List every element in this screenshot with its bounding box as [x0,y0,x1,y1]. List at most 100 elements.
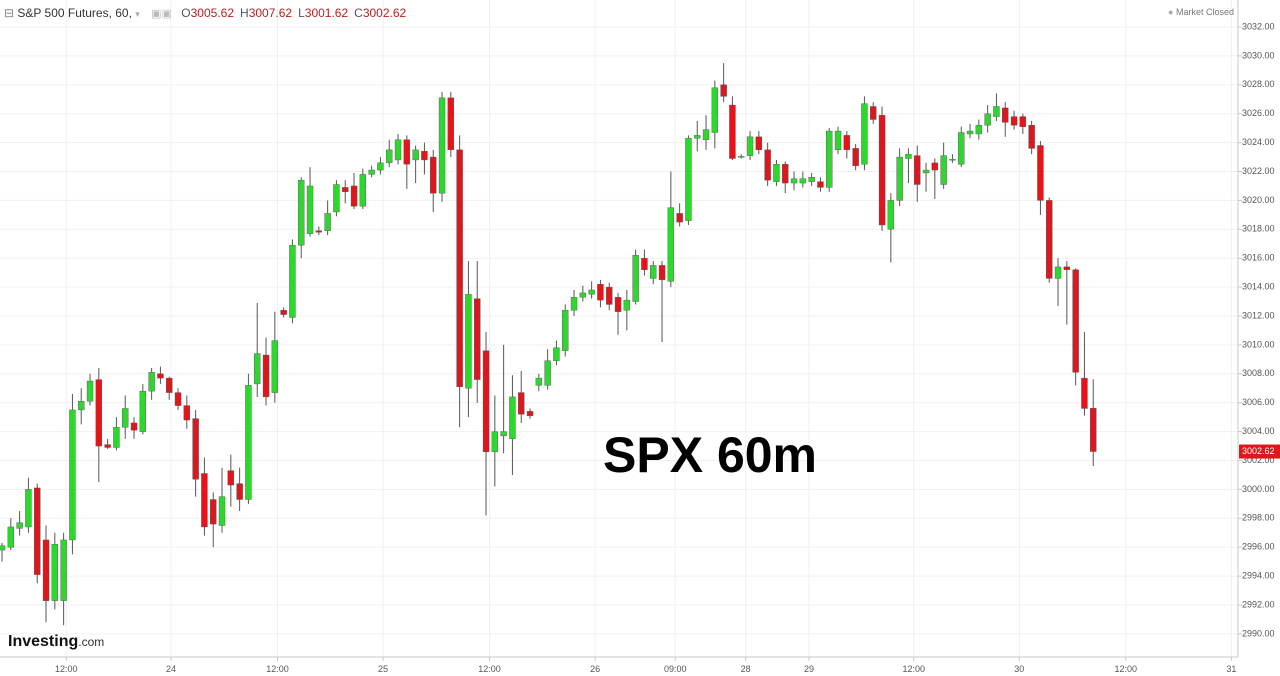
candle-body [949,159,956,161]
candle-body [544,360,551,386]
candle-body [738,156,745,158]
candle-body [658,265,666,281]
y-tick-label: 3024.00 [1242,137,1275,147]
candle-body [122,408,129,428]
candle-body [95,379,103,447]
candle-body [474,298,481,380]
candle-body [333,184,340,213]
status-text: Market Closed [1175,7,1234,17]
candle-body [166,377,173,393]
candle-body [922,169,930,174]
y-tick-label: 3012.00 [1242,310,1275,320]
y-tick-label: 3016.00 [1242,253,1275,263]
y-tick-label: 3026.00 [1242,108,1275,118]
market-status: ● Market Closed [1168,7,1234,17]
candle-body [896,156,903,201]
ohlc-key: H [240,6,249,20]
candle-body [535,377,543,386]
candle-body [958,132,965,165]
candle-body [447,97,455,151]
logo-suffix: .com [78,635,104,649]
y-tick-label: 3014.00 [1242,281,1275,291]
settings-icons[interactable]: ▣▣ [151,8,172,20]
candle-body [139,390,147,432]
candle-body [262,354,270,398]
candle-body [526,411,534,416]
candle-body [113,427,120,448]
candle-body [342,187,349,192]
candle-body [1063,266,1071,270]
candle-body [1002,107,1009,123]
x-tick-label: 12:00 [1115,664,1138,674]
candle-body [852,148,859,166]
candle-body [931,162,939,171]
candle-body [289,245,296,318]
price-tag-label: 3002.62 [1242,446,1275,456]
candle-body [914,155,921,185]
candle-body [579,292,587,298]
candle-body [1028,125,1035,149]
x-tick-label: 12:00 [55,664,78,674]
candle-body [746,136,754,156]
candle-body [430,156,437,194]
candle-body [790,178,798,184]
candle-body [562,310,569,351]
candle-body [456,149,463,388]
candle-body [500,431,507,437]
candle-body [843,135,851,151]
axes: 2990.00 2992.00 2994.00 2996.00 2998.00 3000.… [55,21,1280,674]
watermark: SPX 60m [603,427,817,483]
candle-body [614,297,622,312]
candle-body [887,200,895,230]
candle-body [623,299,631,311]
dropdown[interactable]: ▾ [135,9,140,19]
candle-body [570,297,578,311]
y-tick-label: 2992.00 [1242,599,1275,609]
x-tick-label: 25 [378,664,388,674]
x-tick-label: 24 [166,664,176,674]
y-tick-label: 3018.00 [1242,224,1275,234]
candle-body [78,401,85,411]
candle-body [412,149,419,161]
candle-body [729,104,736,159]
ohlc-value: 3005.62 [190,6,235,20]
candle-body [34,487,41,575]
x-tick-label: 26 [590,664,600,674]
x-tick-label: 31 [1226,664,1236,674]
candle-body [966,130,974,135]
y-tick-label: 3010.00 [1242,339,1275,349]
candle-body [227,470,235,486]
candle-body [905,153,912,159]
x-tick-label: 12:00 [478,664,501,674]
candle-body [482,350,490,453]
y-tick-label: 3030.00 [1242,50,1275,60]
collapse-icon[interactable]: ⊟ [4,6,15,20]
candle-body [324,213,331,231]
candle-body [694,135,701,139]
x-tick-label: 12:00 [266,664,289,674]
candle-body [711,87,719,133]
candle-body [51,544,59,601]
ohlc-key: L [298,6,305,20]
candle-body [359,174,367,207]
candle-body [280,310,287,315]
ohlc-value: 3007.62 [248,6,293,20]
candle-body [685,138,692,221]
candle-body [834,130,842,151]
y-tick-label: 3028.00 [1242,79,1275,89]
y-tick-label: 3020.00 [1242,195,1275,205]
candle-body [1046,200,1053,279]
candle-body [650,265,657,279]
candle-body [306,185,314,234]
candle-body [438,97,446,194]
candle-body [174,392,182,406]
x-tick-label: 29 [804,664,814,674]
y-tick-label: 2994.00 [1242,570,1275,580]
candle-body [1081,377,1088,409]
candle-body [870,106,877,120]
candle-body [192,418,199,480]
candle-body [218,496,226,526]
candle-body [298,179,305,246]
